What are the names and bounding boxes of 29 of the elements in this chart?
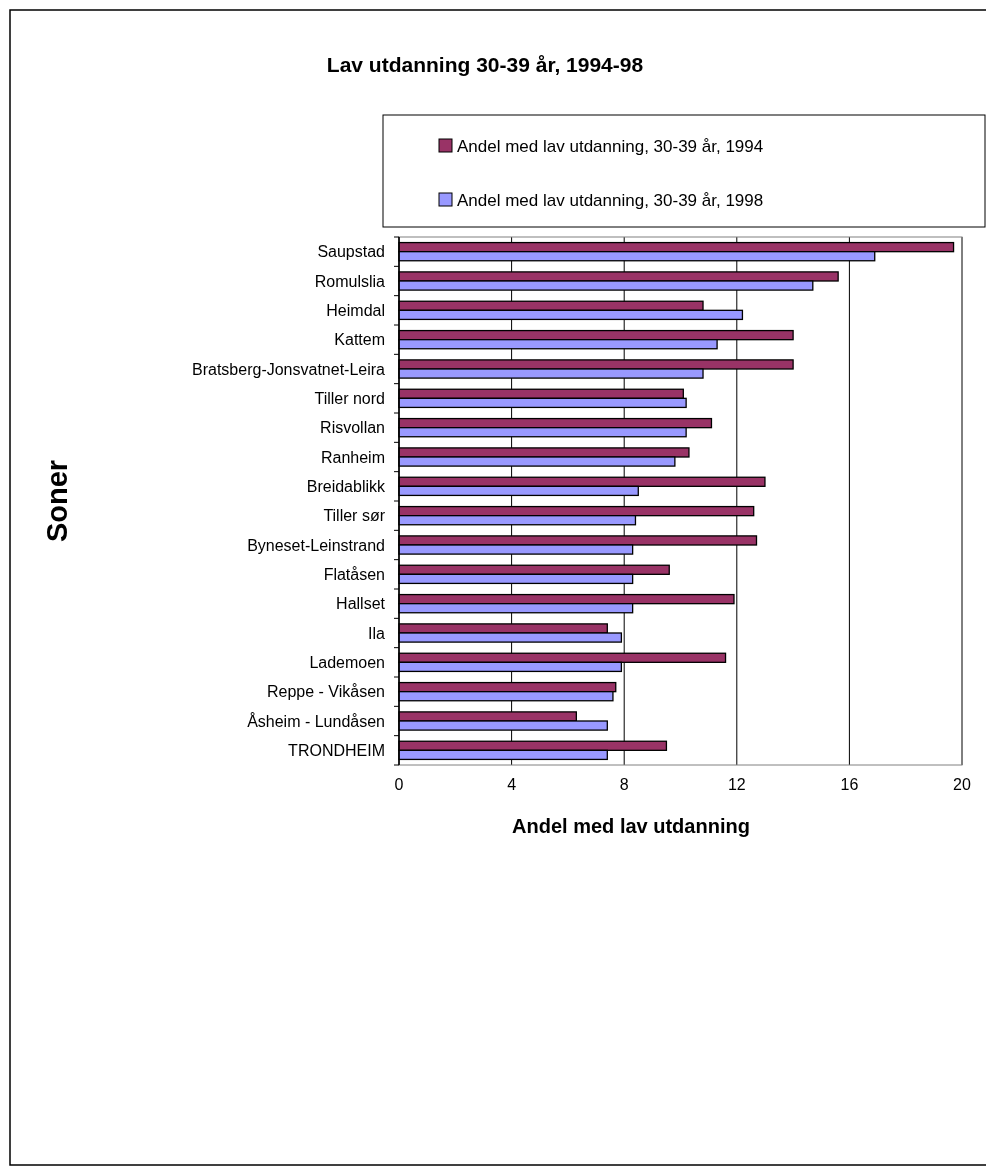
y-tick-label: Tiller sør [323, 507, 386, 525]
y-tick-label: Risvollan [320, 419, 385, 437]
y-tick-label: Bratsberg-Jonsvatnet-Leira [192, 360, 386, 378]
x-tick-label: 8 [619, 776, 629, 793]
y-tick-label: Åsheim - Lundåsen [247, 711, 385, 730]
x-tick-label: 16 [840, 776, 859, 793]
y-tick-label: Ranheim [320, 448, 385, 466]
legend-label: Andel med lav utdanning, 30-39 år, 1998 [457, 190, 764, 210]
y-tick-label: Heimdal [326, 301, 385, 319]
y-tick-label: Byneset-Leinstrand [247, 536, 385, 554]
y-tick-label: Flatåsen [323, 565, 385, 583]
y-tick-label: Reppe - Vikåsen [267, 683, 385, 701]
y-tick-label: Romulslia [314, 272, 386, 290]
y-tick-label: Lademoen [309, 653, 385, 671]
y-tick-label: Kattem [334, 331, 385, 349]
y-tick-label: TRONDHEIM [288, 741, 385, 759]
y-tick-label: Breidablikk [306, 477, 386, 495]
x-tick-label: 12 [727, 776, 746, 793]
x-axis-title: Andel med lav utdanning [512, 815, 750, 837]
y-tick-label: Tiller nord [314, 389, 385, 407]
chart-title: Lav utdanning 30-39 år, 1994-98 [326, 53, 644, 76]
y-axis-title: Soner [41, 459, 73, 543]
x-tick-label: 20 [953, 776, 971, 793]
y-tick-label: Ila [368, 624, 386, 642]
y-tick-label: Saupstad [317, 243, 385, 261]
x-tick-label: 0 [394, 776, 404, 793]
legend-label: Andel med lav utdanning, 30-39 år, 1994 [457, 136, 764, 156]
x-tick-label: 4 [507, 776, 517, 793]
y-tick-label: Hallset [336, 595, 386, 613]
